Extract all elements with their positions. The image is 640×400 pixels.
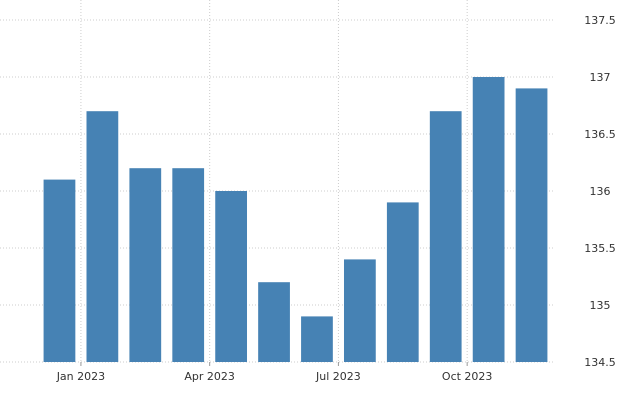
bar-mar-2023 (172, 168, 205, 362)
y-tick-label: 136.5 (584, 128, 616, 141)
y-tick-label: 135.5 (584, 242, 616, 255)
x-tick-label: Apr 2023 (184, 370, 235, 383)
y-tick-label: 134.5 (584, 356, 616, 369)
x-tick-label: Oct 2023 (442, 370, 493, 383)
x-tick-label: Jan 2023 (56, 370, 105, 383)
bar-nov-2023 (515, 88, 548, 363)
bar-may-2023 (258, 282, 290, 362)
x-tick-label: Jul 2023 (315, 370, 361, 383)
bar-jun-2023 (301, 316, 333, 362)
bars (43, 77, 548, 363)
y-tick-label: 136 (590, 185, 611, 198)
bar-aug-2023 (386, 202, 419, 362)
y-tick-label: 137.5 (584, 14, 616, 27)
bar-sep-2023 (429, 111, 462, 362)
bar-feb-2023 (129, 168, 162, 362)
y-tick-label: 135 (590, 299, 611, 312)
bar-apr-2023 (215, 191, 248, 362)
bar-dec-2022 (43, 179, 76, 362)
bar-oct-2023 (472, 77, 505, 362)
y-axis: 134.5 135 135.5 136 136.5 137 137.5 (584, 14, 616, 369)
bar-jul-2023 (343, 259, 376, 362)
bar-jan-2023 (86, 111, 119, 362)
y-tick-label: 137 (590, 71, 611, 84)
x-axis: Jan 2023 Apr 2023 Jul 2023 Oct 2023 (56, 362, 493, 383)
